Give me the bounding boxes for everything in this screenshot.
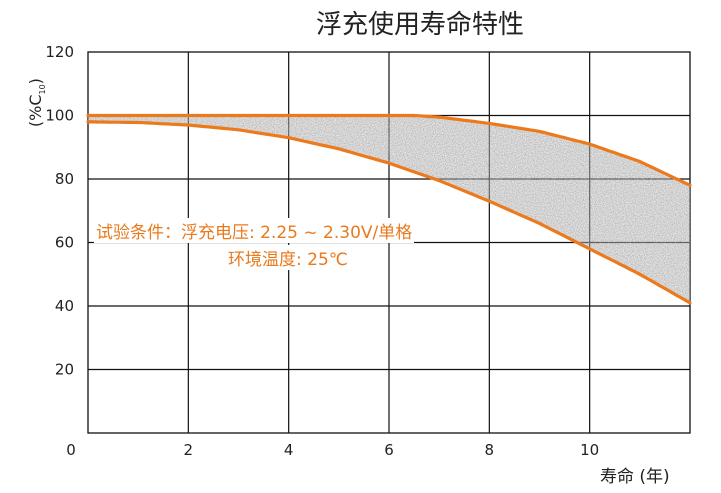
annotation-temperature: 环境温度: 25℃ — [226, 245, 350, 270]
x-tick-label: 0 — [66, 441, 76, 459]
y-tick-label: 120 — [45, 43, 74, 61]
annotation-test-condition: 试验条件：浮充电压: 2.25 ~ 2.30V/单格 — [94, 218, 414, 243]
x-tick-label: 6 — [384, 441, 394, 459]
y-tick-label: 20 — [55, 361, 74, 379]
y-tick-label: 100 — [45, 107, 74, 125]
x-tick-label: 8 — [485, 441, 495, 459]
y-axis-label: (%C10) — [26, 78, 47, 127]
y-tick-label: 80 — [55, 170, 74, 188]
y-tick-label: 40 — [55, 297, 74, 315]
x-tick-label: 4 — [284, 441, 294, 459]
x-tick-label: 2 — [184, 441, 194, 459]
chart-title: 浮充使用寿命特性 — [290, 4, 550, 41]
x-tick-label: 10 — [580, 441, 599, 459]
x-axis-label: 寿命 (年) — [600, 462, 670, 487]
y-tick-label: 60 — [55, 234, 74, 252]
